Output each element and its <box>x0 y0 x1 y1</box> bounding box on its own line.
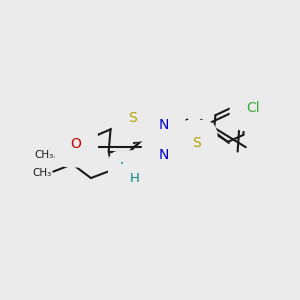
Text: N: N <box>158 118 169 132</box>
Text: H: H <box>130 172 140 184</box>
Text: H: H <box>138 165 147 178</box>
Text: NH: NH <box>120 161 140 174</box>
Text: N: N <box>158 148 169 161</box>
Text: NH: NH <box>122 164 142 178</box>
Text: S: S <box>192 136 201 150</box>
Text: CH₃: CH₃ <box>34 150 54 161</box>
Text: Cl: Cl <box>246 100 260 115</box>
Text: S: S <box>128 111 137 125</box>
Text: CH₃: CH₃ <box>33 168 52 178</box>
Text: O: O <box>70 137 81 151</box>
